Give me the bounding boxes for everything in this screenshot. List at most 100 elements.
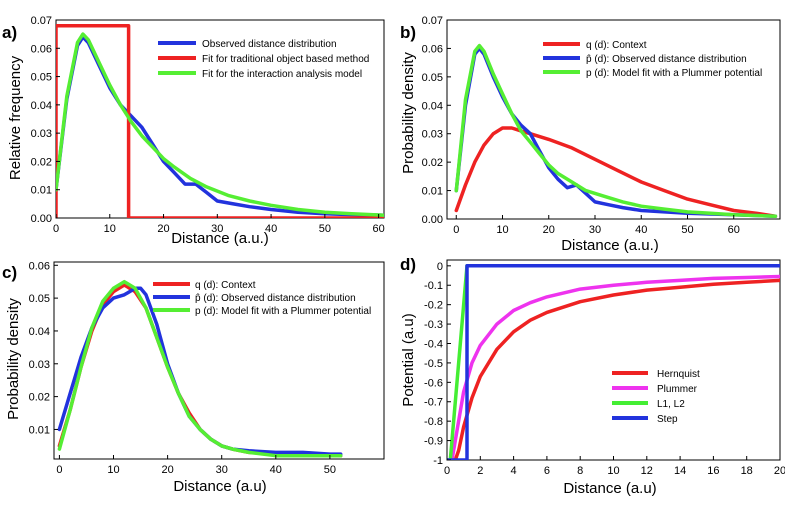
legend-label-observed: p̂ (d): Observed distance distribution xyxy=(195,292,356,304)
panel-b-ytick-label: 0.01 xyxy=(422,186,443,198)
panel-d-legend: Hernquist Plummer L1, L2 Step xyxy=(612,369,700,425)
panel-d-ytick-label: -0.4 xyxy=(424,338,443,350)
panel-a-xtick-label: 60 xyxy=(372,223,384,235)
legend-label-context: q (d): Context xyxy=(195,280,256,291)
panel-b-xtick-label: 50 xyxy=(681,224,693,236)
panel-a-series xyxy=(56,23,384,218)
panel-c-series-2-line xyxy=(57,279,343,458)
panel-d-ytick-label: -0.8 xyxy=(424,416,443,428)
panel-c-ylabel: Probability density xyxy=(5,298,22,420)
panel-c: c) Probability density Distance (a.u) 0 1… xyxy=(2,260,385,495)
panel-b-series-2-line xyxy=(454,43,778,218)
legend-label-hernquist: Hernquist xyxy=(657,369,700,380)
panel-d: d) Potential (a.u) Distance (a.u) 0 2 4 6 8 1… xyxy=(400,255,785,497)
panel-b-ytick-label: 0.03 xyxy=(422,129,443,141)
panel-c-ytick-label: 0.05 xyxy=(29,293,50,305)
panel-d-xtick-label: 12 xyxy=(641,465,653,477)
panel-d-ylabel: Potential (a.u) xyxy=(400,313,417,406)
panel-b-xlabel: Distance (a.u.) xyxy=(561,237,659,254)
panel-d-ytick-label: -0.6 xyxy=(424,377,443,389)
panel-d-series-3-line xyxy=(447,264,780,460)
panel-d-ticks: 0 2 4 6 8 10 12 14 16 18 20 0 -0.1 -0.2 -0.3 -0.4 -0.5 -0… xyxy=(424,261,785,477)
legend-label-step: Step xyxy=(657,414,678,425)
panel-d-xtick-label: 4 xyxy=(511,465,517,477)
panel-d-ytick-label: -0.1 xyxy=(424,280,443,292)
panel-b-xtick-label: 40 xyxy=(635,224,647,236)
panel-d-ytick-label: -0.7 xyxy=(424,397,443,409)
panel-d-xtick-label: 18 xyxy=(741,465,753,477)
panel-b-ytick-label: 0.02 xyxy=(422,157,443,169)
panel-b-ylabel: Probability density xyxy=(400,52,417,174)
panel-c-xtick-label: 30 xyxy=(216,464,228,476)
panel-b: b) Probability density Distance (a.u.) 0… xyxy=(400,15,781,254)
panel-c-xlabel: Distance (a.u) xyxy=(173,478,266,495)
panel-b-xtick-label: 10 xyxy=(496,224,508,236)
panel-a-xtick-label: 10 xyxy=(104,223,116,235)
panel-b-ticks: 0 10 20 30 40 50 60 0.00 0.01 0.02 0.03 0.04 0.05 0.0… xyxy=(422,15,740,236)
legend-label-observed: Observed distance distribution xyxy=(202,39,337,50)
panel-d-ytick-label: -0.5 xyxy=(424,358,443,370)
legend-label-plummer-fit: p (d): Model fit with a Plummer potentia… xyxy=(195,306,371,317)
panel-a-xtick-label: 30 xyxy=(211,223,223,235)
panel-d-label: d) xyxy=(400,255,416,274)
panel-d-xtick-label: 10 xyxy=(607,465,619,477)
panel-d-xtick-label: 6 xyxy=(544,465,550,477)
legend-label-interaction-fit: Fit for the interaction analysis model xyxy=(202,69,362,80)
panel-d-ytick-label: -0.9 xyxy=(424,436,443,448)
panel-d-xlabel: Distance (a.u) xyxy=(563,480,656,497)
panel-d-plot-area xyxy=(446,259,781,461)
panel-d-series xyxy=(447,264,780,460)
panel-a: a) Relative frequency Distance (a.u.) 0 1… xyxy=(2,15,385,247)
panel-d-xtick-label: 20 xyxy=(774,465,785,477)
legend-label-l1-l2: L1, L2 xyxy=(657,399,685,410)
panel-b-plot-area xyxy=(446,19,781,220)
legend-label-plummer-fit: p (d): Model fit with a Plummer potentia… xyxy=(586,68,762,79)
legend-label-context: q (d): Context xyxy=(586,40,647,51)
panel-b-ytick-label: 0.06 xyxy=(422,43,443,55)
panel-a-ytick-label: 0.01 xyxy=(31,185,52,197)
panel-b-ytick-label: 0.00 xyxy=(422,214,443,226)
panel-a-xtick-label: 0 xyxy=(53,223,59,235)
panel-d-xtick-label: 8 xyxy=(577,465,583,477)
panel-c-ytick-label: 0.01 xyxy=(29,424,50,436)
panel-c-series-1-line xyxy=(57,286,343,456)
legend-label-plummer: Plummer xyxy=(657,384,698,395)
panel-b-xtick-label: 30 xyxy=(589,224,601,236)
panel-a-ytick-label: 0.03 xyxy=(31,128,52,140)
legend-label-traditional-fit: Fit for traditional object based method xyxy=(202,54,369,65)
panel-a-label: a) xyxy=(2,23,17,42)
panel-c-label: c) xyxy=(2,263,17,282)
panel-c-legend: q (d): Context p̂ (d): Observed distance… xyxy=(153,280,371,317)
panel-a-ytick-label: 0.06 xyxy=(31,43,52,55)
panel-a-xlabel: Distance (a.u.) xyxy=(171,230,269,247)
panel-d-xtick-label: 14 xyxy=(674,465,686,477)
panel-c-ytick-label: 0.04 xyxy=(29,326,50,338)
panel-c-xtick-label: 0 xyxy=(56,464,62,476)
panel-b-xtick-label: 20 xyxy=(543,224,555,236)
panel-d-series-0-line xyxy=(453,278,780,460)
panel-c-xtick-label: 20 xyxy=(161,464,173,476)
panel-a-xtick-label: 40 xyxy=(265,223,277,235)
panel-a-series-1-line xyxy=(56,23,384,218)
panel-a-ytick-label: 0.02 xyxy=(31,156,52,168)
panel-a-ytick-label: 0.07 xyxy=(31,15,52,27)
panel-c-plot-area xyxy=(53,261,385,460)
panel-c-xtick-label: 40 xyxy=(270,464,282,476)
panel-b-ytick-label: 0.05 xyxy=(422,72,443,84)
panel-c-xtick-label: 50 xyxy=(324,464,336,476)
panel-d-series-1-line xyxy=(450,274,780,460)
panel-a-ytick-label: 0.04 xyxy=(31,100,52,112)
panel-d-ytick-label: -0.2 xyxy=(424,300,443,312)
panel-b-label: b) xyxy=(400,23,416,42)
legend-label-observed: p̂ (d): Observed distance distribution xyxy=(586,53,747,65)
panel-c-xtick-label: 10 xyxy=(107,464,119,476)
panel-d-xtick-label: 0 xyxy=(444,465,450,477)
panel-d-xtick-label: 16 xyxy=(707,465,719,477)
panel-b-xtick-label: 60 xyxy=(728,224,740,236)
panel-c-ytick-label: 0.02 xyxy=(29,392,50,404)
panel-a-xtick-label: 50 xyxy=(319,223,331,235)
panel-a-ylabel: Relative frequency xyxy=(7,55,24,180)
panel-d-ytick-label: -1 xyxy=(433,455,443,467)
panel-a-ytick-label: 0.05 xyxy=(31,72,52,84)
